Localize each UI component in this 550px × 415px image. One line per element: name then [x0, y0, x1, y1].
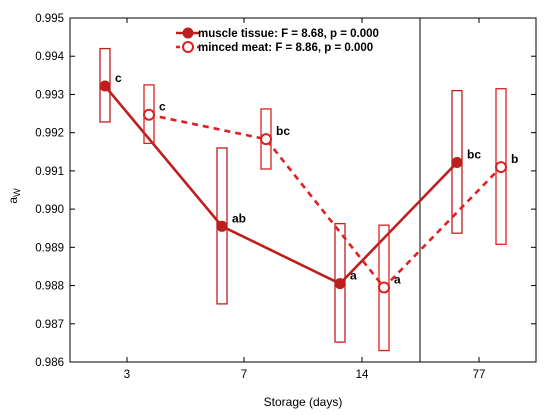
x-axis: 3 7 14 77 [124, 18, 486, 381]
data-point [378, 281, 390, 294]
data-point [260, 133, 272, 146]
y-tick-label: 0.986 [35, 357, 64, 369]
significance-letter: b [511, 152, 518, 166]
x-tick-label: 3 [124, 369, 130, 381]
significance-letter: a [350, 269, 357, 283]
x-tick-label: 77 [473, 369, 486, 381]
y-tick-label: 0.987 [35, 319, 64, 331]
data-point [216, 220, 228, 232]
y-axis-label-main: a [6, 197, 20, 204]
y-tick-label: 0.989 [35, 242, 64, 254]
data-point [495, 161, 507, 174]
y-axis-label-sub: W [12, 188, 22, 197]
legend-marker [182, 41, 194, 53]
data-point [451, 156, 463, 168]
legend: muscle tissue: F = 8.68, p = 0.000 minced… [176, 27, 379, 54]
significance-letter: bc [467, 147, 481, 161]
plot-frame [69, 17, 537, 363]
x-tick-label: 14 [356, 369, 369, 381]
significance-letter: bc [276, 124, 290, 138]
y-tick-label: 0.993 [35, 89, 64, 101]
y-tick-label: 0.995 [35, 13, 64, 25]
y-axis-label: aW [6, 188, 22, 204]
legend-label: muscle tissue: F = 8.68, p = 0.000 [198, 28, 379, 40]
y-tick-label: 0.994 [35, 51, 64, 63]
y-tick-label: 0.988 [35, 281, 64, 293]
x-axis-label: Storage (days) [264, 395, 343, 409]
data-point [99, 80, 111, 92]
significance-letter: a [394, 272, 401, 286]
y-tick-label: 0.990 [35, 204, 64, 216]
significance-letter: ab [232, 211, 246, 225]
series-line [104, 85, 458, 286]
series-line [148, 113, 502, 290]
legend-label: minced meat: F = 8.86, p = 0.000 [198, 42, 373, 54]
legend-marker [182, 27, 194, 39]
y-tick-label: 0.991 [35, 166, 64, 178]
y-axis: 0.986 0.987 0.988 0.989 0.990 0.991 0.992 0.993… [35, 13, 536, 369]
x-tick-label: 7 [241, 369, 247, 381]
significance-letter: c [115, 71, 122, 85]
y-tick-label: 0.992 [35, 128, 64, 140]
data-point [143, 108, 155, 121]
significance-letter: c [159, 100, 166, 114]
data-point [334, 278, 346, 290]
